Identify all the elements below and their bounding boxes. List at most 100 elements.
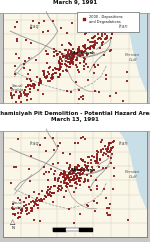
Point — [110, 152, 113, 156]
Point — [96, 156, 99, 160]
Point — [69, 61, 71, 65]
FancyBboxPatch shape — [77, 12, 139, 32]
Point — [79, 179, 81, 182]
Point — [92, 40, 94, 44]
Point — [48, 65, 51, 69]
Point — [18, 96, 21, 100]
Point — [84, 160, 86, 164]
Point — [81, 44, 84, 48]
Text: Iraq: Iraq — [30, 141, 39, 146]
Point — [64, 170, 66, 174]
Point — [13, 72, 16, 76]
Point — [96, 184, 98, 188]
Point — [93, 199, 95, 203]
Point — [113, 174, 115, 178]
Polygon shape — [111, 6, 147, 91]
Point — [66, 181, 69, 185]
Point — [107, 150, 110, 154]
Point — [23, 66, 25, 70]
Point — [70, 58, 72, 61]
Point — [69, 175, 72, 179]
Point — [87, 46, 89, 50]
Point — [10, 93, 12, 97]
Point — [62, 69, 64, 73]
Point — [105, 147, 107, 151]
Point — [82, 167, 85, 171]
Point — [112, 140, 114, 144]
Point — [69, 65, 71, 69]
Point — [59, 172, 62, 175]
Point — [47, 189, 50, 192]
Point — [89, 47, 91, 51]
Point — [62, 173, 64, 176]
Point — [48, 192, 51, 196]
Point — [76, 174, 78, 178]
Point — [15, 165, 17, 169]
Point — [67, 60, 70, 64]
Point — [79, 95, 82, 99]
Point — [47, 193, 50, 197]
Point — [97, 162, 99, 166]
Point — [57, 75, 60, 79]
Point — [94, 34, 97, 38]
Point — [66, 31, 68, 35]
Point — [43, 165, 45, 168]
Point — [53, 71, 56, 75]
Point — [45, 195, 47, 199]
Point — [66, 174, 68, 178]
Point — [86, 203, 89, 206]
Point — [100, 141, 102, 144]
Point — [99, 36, 102, 40]
Text: Khamisiyah: Khamisiyah — [72, 168, 96, 172]
Point — [71, 184, 73, 188]
Point — [63, 172, 65, 176]
Point — [32, 19, 34, 23]
Point — [79, 174, 81, 177]
Point — [59, 67, 61, 71]
Point — [81, 52, 83, 55]
Point — [80, 157, 82, 161]
Point — [95, 156, 98, 160]
Point — [62, 54, 64, 58]
Point — [31, 207, 34, 211]
Point — [72, 56, 74, 60]
Point — [40, 189, 43, 193]
Text: N: N — [12, 226, 15, 230]
Point — [73, 51, 75, 55]
Point — [96, 157, 99, 160]
Point — [109, 94, 111, 98]
Point — [76, 182, 78, 186]
Point — [30, 79, 32, 83]
Point — [41, 92, 44, 96]
Point — [69, 166, 72, 169]
Point — [105, 27, 108, 30]
Point — [29, 87, 32, 91]
Point — [78, 168, 80, 172]
Point — [95, 152, 98, 156]
Point — [73, 55, 75, 59]
Point — [76, 141, 79, 145]
Point — [85, 31, 87, 35]
Point — [79, 176, 81, 180]
Point — [68, 207, 70, 211]
Point — [111, 19, 113, 23]
Point — [81, 158, 83, 162]
Point — [71, 55, 74, 59]
Point — [43, 69, 45, 73]
Point — [52, 200, 54, 204]
Point — [23, 90, 26, 94]
Point — [60, 188, 62, 192]
Point — [70, 58, 72, 61]
Point — [73, 169, 75, 173]
Point — [68, 176, 70, 180]
Point — [70, 59, 72, 62]
Point — [94, 29, 97, 32]
Point — [70, 50, 72, 54]
Point — [70, 178, 72, 182]
Point — [54, 169, 57, 173]
Point — [21, 208, 23, 212]
Point — [44, 194, 46, 197]
Point — [86, 46, 89, 50]
Point — [82, 53, 84, 57]
Point — [48, 170, 50, 174]
